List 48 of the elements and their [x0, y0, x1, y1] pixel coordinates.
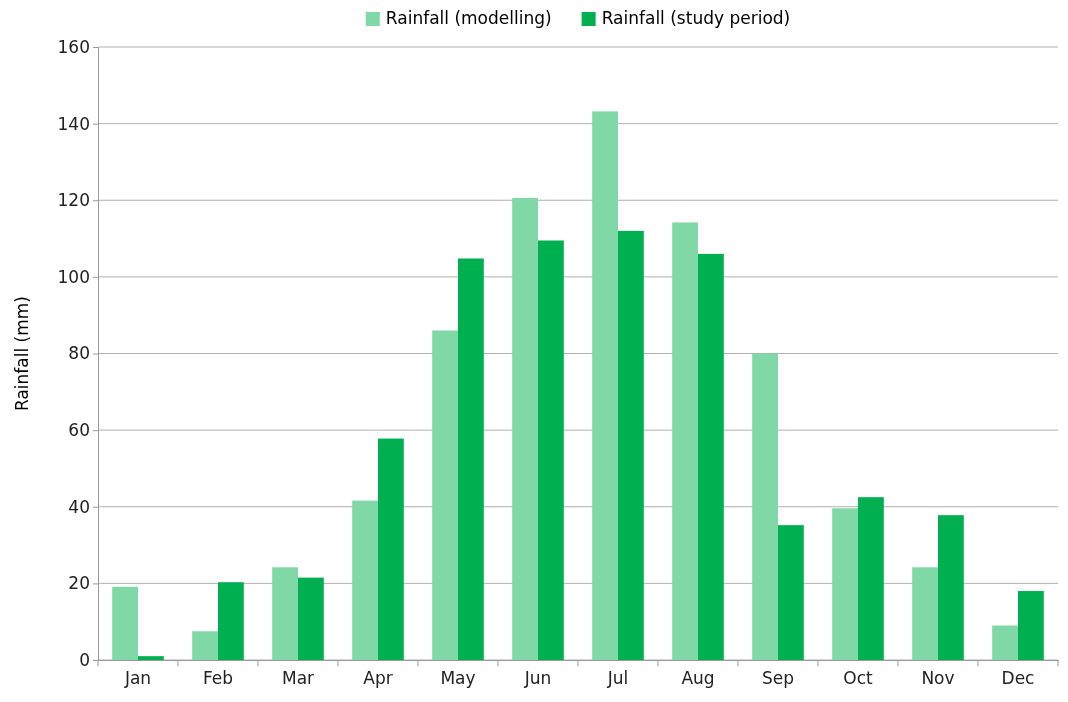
legend-label: Rainfall (modelling) — [385, 8, 552, 28]
bar — [218, 582, 244, 660]
x-tick-label: Jul — [606, 668, 629, 689]
bar — [618, 230, 644, 660]
bar — [272, 567, 298, 660]
bar — [352, 500, 378, 660]
y-tick-label: 60 — [68, 420, 90, 441]
bar — [192, 631, 218, 660]
y-tick-label: 140 — [57, 113, 90, 134]
x-tick-label: Jun — [523, 668, 552, 689]
bar — [458, 258, 484, 660]
bar — [432, 330, 458, 660]
x-tick-label: Dec — [1001, 668, 1035, 689]
x-tick-label: Nov — [921, 668, 955, 689]
bar — [512, 197, 538, 660]
y-tick-label: 20 — [68, 573, 90, 594]
y-tick-label: 160 — [57, 36, 90, 57]
bar — [672, 222, 698, 660]
bar — [298, 577, 324, 660]
legend-label: Rainfall (study period) — [601, 8, 791, 28]
bar — [858, 497, 884, 660]
x-tick-label: Apr — [363, 668, 393, 689]
y-axis-title: Rainfall (mm) — [12, 296, 32, 411]
bar — [378, 438, 404, 660]
y-tick-label: 40 — [68, 496, 90, 517]
bar — [538, 240, 564, 660]
x-tick-label: Mar — [281, 668, 315, 689]
bar — [592, 111, 618, 660]
bar — [938, 515, 964, 660]
bar — [138, 656, 164, 660]
x-tick-label: Feb — [202, 668, 234, 689]
bar — [752, 353, 778, 660]
bar — [698, 253, 724, 660]
x-tick-label: May — [440, 668, 476, 689]
x-tick-label: Jan — [123, 668, 152, 689]
bar — [778, 525, 804, 660]
y-tick-label: 100 — [57, 266, 90, 287]
bar — [992, 625, 1018, 660]
bar — [832, 508, 858, 660]
x-tick-label: Oct — [843, 668, 874, 689]
y-tick-label: 120 — [57, 190, 90, 211]
bar — [1018, 591, 1044, 660]
y-tick-label: 80 — [68, 343, 90, 364]
x-tick-label: Sep — [761, 668, 795, 689]
x-tick-label: Aug — [681, 668, 715, 689]
bar — [112, 586, 138, 660]
bar — [912, 567, 938, 660]
y-tick-label: 0 — [79, 649, 90, 670]
